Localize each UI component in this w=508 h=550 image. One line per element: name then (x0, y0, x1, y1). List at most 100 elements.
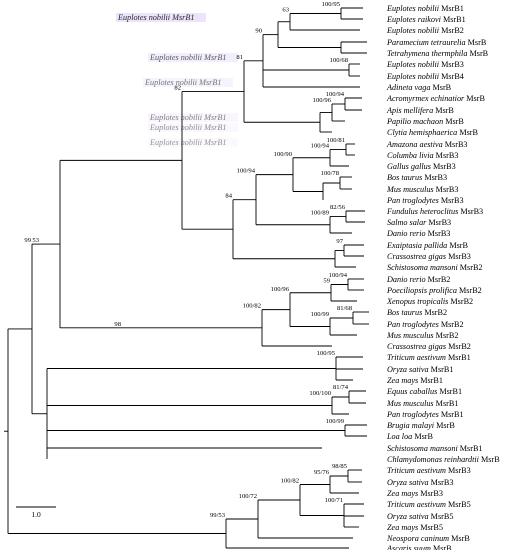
gene-name: MsrB1 (439, 4, 464, 13)
leaf-label: Amazona aestiva MsrB3 (386, 140, 468, 149)
leaf-label: Danio rerio MsrB2 (386, 275, 450, 284)
gene-name: MsrB (412, 432, 433, 441)
leaf-label: Schistosoma mansoni MsrB1 (387, 444, 483, 453)
gene-name: MsrB (479, 455, 500, 464)
species-name: Apis mellifera (386, 106, 433, 115)
species-name: Zea mays (387, 523, 418, 532)
support-value: 100/94 (329, 272, 348, 279)
gene-name: MsrB (467, 49, 488, 58)
species-name: Papilio machaon (386, 117, 443, 126)
support-value: 100/100 (309, 390, 331, 397)
ghost-highlight (148, 53, 238, 62)
gene-name: MsrB (433, 106, 454, 115)
species-name: Mus musculus (386, 185, 434, 194)
leaf-label: Mus musculus MsrB2 (386, 331, 458, 340)
gene-name: MsrB (447, 241, 468, 250)
gene-name: MsrB3 (443, 140, 468, 149)
leaf-label: Euplotes raikovi MsrB1 (386, 15, 466, 24)
gene-name: MsrB1 (418, 376, 443, 385)
gene-name: MsrB2 (434, 331, 459, 340)
gene-name: MsrB3 (446, 466, 471, 475)
leaf-label: Zea mays MsrB5 (387, 523, 443, 532)
support-value: 59 (323, 278, 330, 285)
support-value: 100/94 (326, 91, 345, 98)
species-name: Pan troglodytes (386, 320, 439, 329)
gene-name: MsrB2 (439, 320, 464, 329)
leaf-label: Bos taurus MsrB2 (387, 308, 447, 317)
leaf-label: Loa loa MsrB (386, 432, 434, 441)
species-name: Ascaris suum (386, 544, 431, 550)
species-name: Brugia malayi (387, 421, 435, 430)
gene-name: MsrB1 (446, 353, 471, 362)
ghost-label: Euplotes nobilii MsrB1 (117, 13, 194, 22)
support-value: 100/81 (327, 137, 345, 144)
species-name: Exaiptasia pallida (386, 241, 447, 250)
leaf-label: Brugia malayi MsrB (387, 421, 455, 430)
leaf-label: Crassostrea gigas MsrB3 (387, 252, 471, 261)
species-name: Danio rerio (386, 275, 426, 284)
leaf-label: Euplotes nobilii MsrB1 (386, 4, 464, 13)
species-name: Loa loa (386, 432, 412, 441)
leaf-label: Acromyrmex echinatior MsrB (386, 94, 485, 103)
leaf-label: Triticum aestivum MsrB5 (387, 500, 471, 509)
support-value: 100/72 (239, 493, 257, 500)
support-value: 100/82 (281, 478, 299, 485)
leaf-label: Mus musculus MsrB3 (386, 185, 458, 194)
gene-name: MsrB1 (439, 410, 464, 419)
ghost-highlight (143, 78, 233, 87)
leaf-label: Neospora caninum MsrB (386, 534, 470, 543)
support-value: 100/68 (330, 57, 349, 64)
leaf-label: Zea mays MsrB1 (387, 376, 443, 385)
leaf-label: Triticum aestivum MsrB1 (387, 353, 471, 362)
leaf-label: Triticum aestivum MsrB3 (387, 466, 471, 475)
species-name: Euplotes nobilii (386, 4, 440, 13)
ghost-highlight (148, 123, 238, 132)
support-value: 100/95 (322, 1, 341, 8)
species-name: Pan troglodytes (386, 196, 439, 205)
ghost-label: Euplotes nobilii MsrB1 (149, 123, 226, 132)
species-name: Chlamydomonas reinhardtii (387, 455, 480, 464)
support-value: 98/85 (332, 463, 348, 470)
ghost-highlight (148, 138, 238, 147)
support-value: 97 (336, 238, 343, 245)
leaf-label: Crassostrea gigas MsrB2 (387, 342, 471, 351)
gene-name: MsrB (430, 83, 451, 92)
leaf-label: Mus musculus MsrB1 (386, 399, 458, 408)
support-value: 53 (32, 237, 39, 244)
gene-name: MsrB (434, 421, 455, 430)
gene-name: MsrB2 (457, 286, 482, 295)
species-name: Paramecium tetraurelia (386, 38, 466, 47)
gene-name: MsrB1 (437, 387, 462, 396)
support-value: 100/95 (317, 350, 336, 357)
species-name: Euplotes nobilii (386, 26, 440, 35)
gene-name: MsrB3 (439, 60, 464, 69)
support-value: 84 (225, 193, 232, 200)
leaf-labels: Euplotes nobilii MsrB1 Euplotes raikovi M… (386, 4, 500, 550)
gene-name: MsrB5 (446, 500, 471, 509)
species-name: Bos taurus (387, 173, 422, 182)
species-name: Poeciliopsis prolifica (386, 286, 457, 295)
species-name: Oryza sativa (387, 478, 429, 487)
gene-name: MsrB3 (434, 185, 459, 194)
gene-name: MsrB3 (431, 162, 456, 171)
leaf-label: Zea mays MsrB3 (387, 489, 443, 498)
species-name: Triticum aestivum (387, 353, 446, 362)
leaf-label: Exaiptasia pallida MsrB (386, 241, 469, 250)
support-value: 100/96 (313, 97, 332, 104)
leaf-label: Paramecium tetraurelia MsrB (386, 38, 487, 47)
leaf-label: Bos taurus MsrB3 (387, 173, 447, 182)
species-name: Crassostrea gigas (387, 342, 446, 351)
species-name: Euplotes nobilii (386, 60, 440, 69)
support-value: 99/53 (210, 512, 226, 519)
support-value: 81/68 (337, 305, 353, 312)
leaf-label: Fundulus heteroclitus MsrB3 (386, 207, 483, 216)
gene-name: MsrB1 (458, 444, 483, 453)
gene-name: MsrB5 (429, 512, 454, 521)
tree-branches (4, 7, 369, 549)
species-name: Tetrahymena thermphila (387, 49, 467, 58)
species-name: Amazona aestiva (386, 140, 443, 149)
gene-name: MsrB3 (422, 173, 447, 182)
support-value: 100/71 (325, 497, 343, 504)
species-name: Mus musculus (386, 331, 434, 340)
leaf-label: Schistosoma mansoni MsrB2 (387, 263, 483, 272)
